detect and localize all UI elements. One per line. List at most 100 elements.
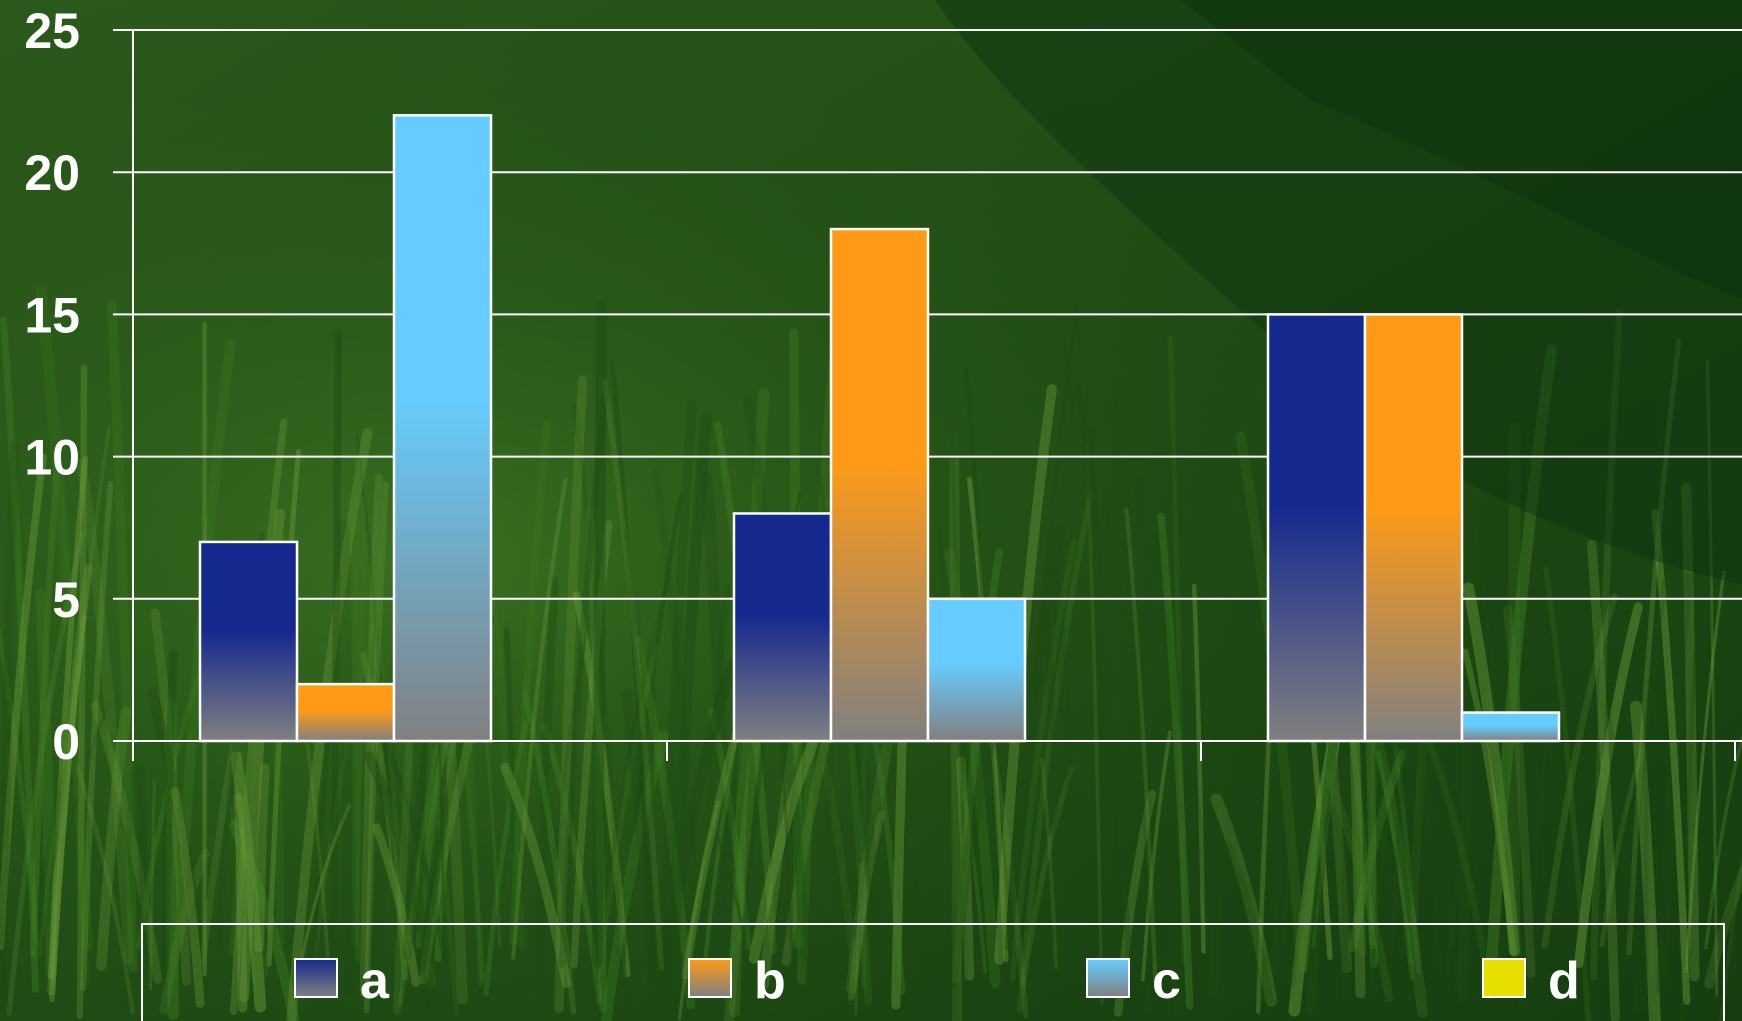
grass-blade [30,444,62,958]
grass-blade [871,729,906,995]
grass-blade [938,526,958,1017]
grass-blade [1503,605,1536,979]
grass-blade [1680,651,1698,1021]
grass-blade [707,706,752,951]
grass-blade [1288,714,1345,1017]
y-tick-label: 5 [52,572,80,628]
grass-blade [0,453,47,951]
grass-blade [1705,359,1719,996]
grass-blade [1043,614,1065,975]
grass-blade [1483,344,1558,999]
grass-blade [1105,436,1182,949]
grass-blade [609,359,655,1003]
corner-shading [935,0,1742,585]
bar-b-3 [1363,313,1464,743]
grass-blade [570,520,613,969]
grass-blade [591,300,607,968]
grass-blade [652,467,704,964]
grass-blade [1482,667,1526,1007]
grass-blade [148,780,156,991]
bar-c-2 [926,597,1027,743]
grass-blade [699,582,731,959]
grass-blade [1020,765,1075,987]
grass-blade [1451,766,1501,1009]
grass-blade [657,399,697,1021]
grass-blade [1574,602,1643,968]
grass-blade [572,404,629,1018]
grass-blade [1191,583,1206,954]
grass-blade [1495,475,1517,965]
grass-blade [1104,502,1152,1013]
grass-blade [533,576,559,1006]
grass-blade [136,670,203,950]
axes [132,30,1736,761]
grass-blade [35,285,93,952]
grass-blade [1322,769,1394,1003]
y-tick-label: 15 [24,287,80,343]
grass-blade [1124,507,1158,983]
grass-blade [228,802,256,984]
grass-blade [1684,570,1726,974]
grass-blade [632,591,654,969]
grass-blade [854,862,863,1016]
grass-blade [646,688,656,981]
grass-blade [662,660,738,964]
grass-blade [1012,303,1080,962]
legend: a b c d [141,923,1725,1021]
grass-blade [677,800,721,1021]
grass-blade [352,459,408,952]
grass-blade [1306,739,1338,1016]
grass-blade [572,591,631,978]
grass-blade [1541,593,1618,949]
grass-blade [521,688,577,1015]
legend-label-b: b [754,952,786,1010]
grass-blade [985,721,1029,1019]
bar-a-1 [198,540,299,743]
corner-facet [1180,0,1742,300]
bar-a-2 [732,512,833,743]
grass-blade [500,762,572,988]
grass-blade [170,787,205,1008]
bar-c-3 [1460,711,1561,743]
grass-blade [1133,477,1184,1019]
bar-b-1 [295,682,396,743]
grass-blade [618,494,683,991]
grass-blade [503,626,519,961]
grass-blade [372,823,420,987]
grass-blade [1681,482,1700,982]
legend-label-d: d [1548,952,1580,1010]
y-tick-label: 20 [24,145,80,201]
legend-label-a: a [360,952,390,1010]
grass-blade [590,585,668,1012]
grass-blade [35,588,57,979]
grass-blade [385,744,450,975]
grass-blade [49,614,87,1003]
grass-blade [1156,608,1225,1011]
grass-blade [1222,843,1274,1005]
grass-blade [76,458,135,965]
grass-blade [233,792,248,1013]
grass-blade [31,769,74,956]
grass-blade [329,329,342,968]
grass-blade [1210,793,1278,1007]
legend-swatch-d [1482,958,1526,998]
grass-blade [511,477,568,960]
grass-blade [1626,338,1682,956]
grass-blade [601,729,670,1021]
grass-blade [1141,730,1172,982]
grass-blade [47,564,93,996]
bar-b-2 [829,227,930,743]
grass-blade [621,688,658,986]
grass-blade [1648,319,1686,961]
grass-blade [337,519,355,995]
grass-blade [364,751,436,966]
grass-blade [6,529,86,1016]
grass-blade [75,765,135,1015]
grass-blade [76,364,88,1019]
grass-blade [0,623,40,947]
grass-blade [1348,749,1407,952]
grass-blade [136,765,149,959]
bar-c-1 [392,114,493,743]
